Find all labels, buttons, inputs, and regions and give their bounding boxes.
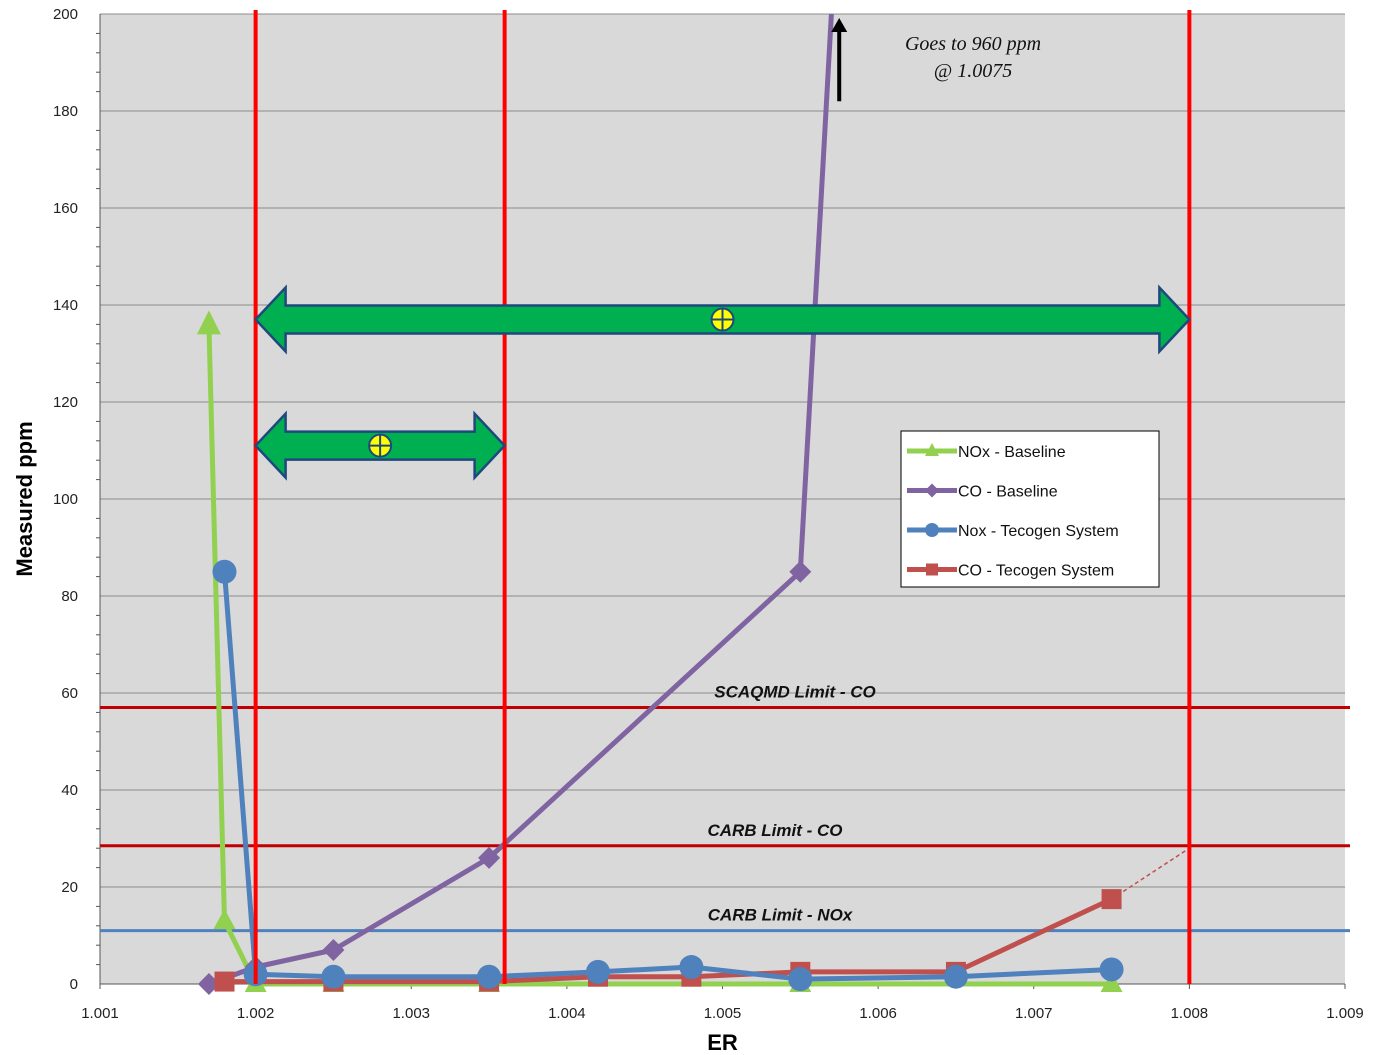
y-tick-label: 160 [53,200,78,217]
legend: NOx - Baseline CO - Baseline Nox - Tecogen… [901,431,1159,587]
legend-label: CO - Baseline [958,484,1058,501]
data-point [679,955,703,979]
x-tick-label: 1.009 [1326,1005,1364,1022]
x-tick-label: 1.005 [704,1005,742,1022]
x-tick-label: 1.008 [1171,1005,1209,1022]
y-tick-label: 180 [53,103,78,120]
y-tick-label: 200 [53,6,78,23]
y-tick-label: 60 [61,685,78,702]
data-point [944,965,968,989]
x-tick-label: 1.006 [859,1005,897,1022]
data-point [1100,957,1124,981]
y-axis-title: Measured ppm [12,421,37,576]
x-tick-label: 1.007 [1015,1005,1053,1022]
y-tick-label: 120 [53,394,78,411]
legend-label: NOx - Baseline [958,444,1066,461]
x-tick-label: 1.002 [237,1005,275,1022]
y-tick-label: 0 [70,976,78,993]
x-tick-label: 1.003 [392,1005,430,1022]
y-tick-label: 100 [53,491,78,508]
y-tick-label: 20 [61,879,78,896]
legend-label: Nox - Tecogen System [958,523,1119,540]
x-tick-label: 1.004 [548,1005,586,1022]
data-point [477,965,501,989]
data-point [1102,889,1122,909]
data-point [321,965,345,989]
legend-swatch-marker [926,564,938,576]
y-tick-label: 140 [53,297,78,314]
data-point [213,560,237,584]
limit-label: CARB Limit - NOx [708,906,854,925]
legend-label: CO - Tecogen System [958,563,1114,580]
data-point [788,967,812,991]
limit-label: CARB Limit - CO [707,821,842,840]
legend-swatch-marker [925,523,939,537]
data-point [215,972,235,992]
x-axis-title: ER [707,1030,738,1055]
y-tick-label: 40 [61,782,78,799]
annotation-text: @ 1.0075 [934,60,1012,82]
annotation-text: Goes to 960 ppm [905,33,1041,55]
data-point [586,960,610,984]
x-tick-label: 1.001 [81,1005,119,1022]
y-tick-label: 80 [61,588,78,605]
limit-label: SCAQMD Limit - CO [714,683,876,702]
